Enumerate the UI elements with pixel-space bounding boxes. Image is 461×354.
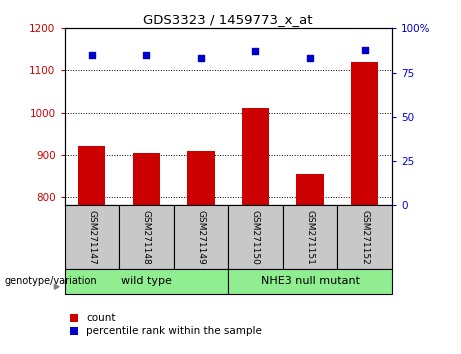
Bar [351,62,378,205]
Bar [78,146,106,205]
Bar [65,205,119,269]
Text: genotype/variation: genotype/variation [5,276,97,286]
Text: GSM271152: GSM271152 [360,210,369,265]
Bar [119,205,174,269]
Point [197,56,205,61]
Text: GSM271147: GSM271147 [87,210,96,265]
Title: GDS3323 / 1459773_x_at: GDS3323 / 1459773_x_at [143,13,313,26]
Bar [242,108,269,205]
Bar [228,205,283,269]
Text: GSM271148: GSM271148 [142,210,151,265]
Legend: count, percentile rank within the sample: count, percentile rank within the sample [70,313,262,336]
Bar [187,152,214,205]
Point [361,47,368,52]
Text: wild type: wild type [121,276,172,286]
Text: GSM271151: GSM271151 [306,210,314,265]
Point [252,48,259,54]
Bar [65,269,228,294]
Point [88,52,95,58]
Bar [337,205,392,269]
Bar [296,174,324,205]
Bar [133,153,160,205]
Text: GSM271150: GSM271150 [251,210,260,265]
Text: GSM271149: GSM271149 [196,210,206,265]
Text: NHE3 null mutant: NHE3 null mutant [260,276,360,286]
Point [306,56,313,61]
Point [142,52,150,58]
Bar [174,205,228,269]
Bar [228,269,392,294]
Bar [283,205,337,269]
